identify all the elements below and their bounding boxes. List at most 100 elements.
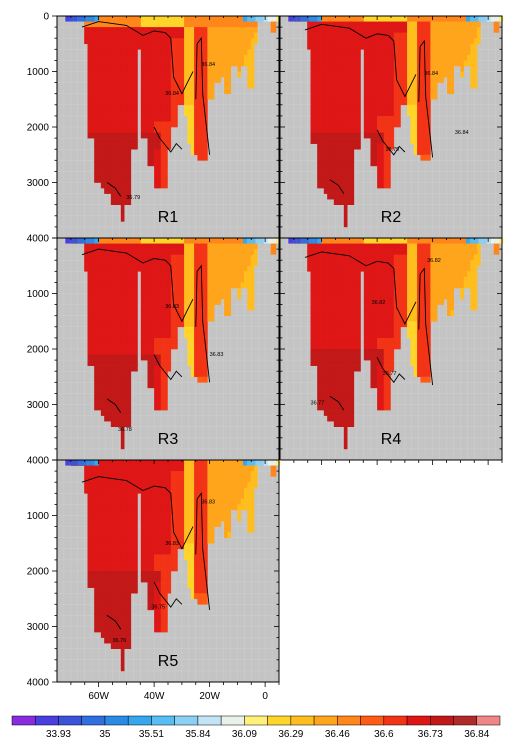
salinity-cell bbox=[482, 238, 487, 244]
salinity-cell bbox=[237, 276, 242, 283]
salinity-cell bbox=[107, 360, 112, 366]
salinity-cell bbox=[390, 21, 395, 28]
salinity-cell bbox=[144, 276, 148, 283]
salinity-cell bbox=[327, 387, 331, 394]
salinity-cell bbox=[69, 238, 74, 244]
salinity-cell bbox=[397, 249, 401, 255]
salinity-cell bbox=[377, 321, 381, 328]
salinity-cell bbox=[347, 77, 351, 83]
salinity-cell bbox=[97, 554, 102, 561]
salinity-cell bbox=[100, 38, 105, 45]
salinity-cell bbox=[204, 299, 208, 305]
salinity-cell bbox=[214, 71, 218, 78]
salinity-cell bbox=[317, 93, 321, 100]
salinity-cell bbox=[427, 299, 431, 305]
salinity-cell bbox=[114, 160, 118, 167]
salinity-cell bbox=[130, 143, 135, 150]
salinity-cell bbox=[367, 343, 371, 350]
salinity-cell bbox=[107, 476, 112, 483]
salinity-cell bbox=[427, 32, 431, 39]
salinity-cell bbox=[320, 326, 325, 333]
salinity-cell bbox=[357, 132, 361, 139]
salinity-cell bbox=[100, 354, 105, 361]
salinity-cell bbox=[320, 260, 325, 267]
salinity-cell bbox=[184, 27, 188, 33]
salinity-cell bbox=[350, 65, 355, 72]
salinity-cell bbox=[127, 176, 132, 183]
salinity-cell bbox=[174, 254, 178, 261]
salinity-cell bbox=[337, 304, 341, 311]
salinity-cell bbox=[383, 354, 388, 361]
salinity-cell bbox=[377, 293, 381, 300]
salinity-cell bbox=[90, 293, 95, 300]
salinity-cell bbox=[373, 21, 378, 28]
salinity-cell bbox=[104, 360, 108, 366]
salinity-cell bbox=[387, 299, 391, 305]
salinity-cell bbox=[397, 21, 401, 28]
salinity-cell bbox=[403, 27, 408, 33]
salinity-cell bbox=[160, 82, 165, 89]
salinity-cell bbox=[390, 326, 395, 333]
salinity-cell bbox=[250, 54, 255, 61]
salinity-cell bbox=[327, 282, 331, 289]
salinity-cell bbox=[393, 343, 398, 350]
salinity-cell bbox=[390, 49, 395, 56]
salinity-cell bbox=[150, 16, 155, 22]
salinity-cell bbox=[150, 304, 155, 311]
salinity-cell bbox=[127, 354, 132, 361]
salinity-cell bbox=[117, 104, 122, 111]
salinity-cell bbox=[420, 315, 425, 322]
salinity-cell bbox=[84, 487, 88, 494]
salinity-cell bbox=[340, 410, 345, 416]
salinity-cell bbox=[114, 310, 118, 316]
salinity-cell bbox=[320, 38, 325, 45]
salinity-cell bbox=[373, 326, 378, 333]
salinity-cell bbox=[224, 60, 228, 67]
salinity-cell bbox=[97, 343, 102, 350]
salinity-cell bbox=[114, 354, 118, 361]
salinity-cell bbox=[100, 71, 105, 78]
salinity-cell bbox=[393, 104, 398, 111]
salinity-cell bbox=[357, 276, 361, 283]
salinity-cell bbox=[110, 376, 115, 383]
salinity-cell bbox=[443, 60, 448, 67]
salinity-cell bbox=[124, 188, 128, 194]
salinity-cell bbox=[197, 138, 202, 144]
salinity-cell bbox=[197, 16, 202, 22]
salinity-cell bbox=[194, 71, 198, 78]
salinity-cell bbox=[154, 60, 158, 67]
salinity-cell bbox=[370, 365, 375, 372]
salinity-cell bbox=[110, 121, 115, 128]
salinity-cell bbox=[423, 260, 428, 267]
salinity-cell bbox=[200, 121, 205, 128]
salinity-cell bbox=[427, 82, 431, 89]
salinity-cell bbox=[470, 282, 474, 289]
salinity-cell bbox=[114, 149, 118, 156]
salinity-cell bbox=[353, 332, 358, 339]
salinity-cell bbox=[214, 32, 218, 39]
salinity-cell bbox=[400, 27, 405, 33]
salinity-cell bbox=[90, 27, 95, 33]
salinity-cell bbox=[200, 54, 205, 61]
salinity-cell bbox=[333, 343, 338, 350]
salinity-cell bbox=[347, 43, 351, 50]
salinity-cell bbox=[357, 321, 361, 328]
salinity-cell bbox=[470, 43, 474, 50]
salinity-cell bbox=[117, 343, 122, 350]
salinity-cell bbox=[413, 265, 418, 272]
salinity-cell bbox=[90, 315, 95, 322]
salinity-cell bbox=[164, 260, 168, 267]
salinity-cell bbox=[463, 243, 468, 250]
salinity-cell bbox=[343, 176, 348, 183]
salinity-cell bbox=[337, 49, 341, 56]
salinity-cell bbox=[194, 293, 198, 300]
salinity-cell bbox=[134, 304, 138, 311]
salinity-cell bbox=[403, 315, 408, 322]
salinity-cell bbox=[120, 371, 125, 378]
salinity-cell bbox=[94, 265, 98, 272]
salinity-cell bbox=[390, 110, 395, 117]
salinity-cell bbox=[337, 77, 341, 83]
salinity-cell bbox=[104, 515, 108, 522]
salinity-cell bbox=[217, 54, 222, 61]
salinity-cell bbox=[200, 282, 205, 289]
